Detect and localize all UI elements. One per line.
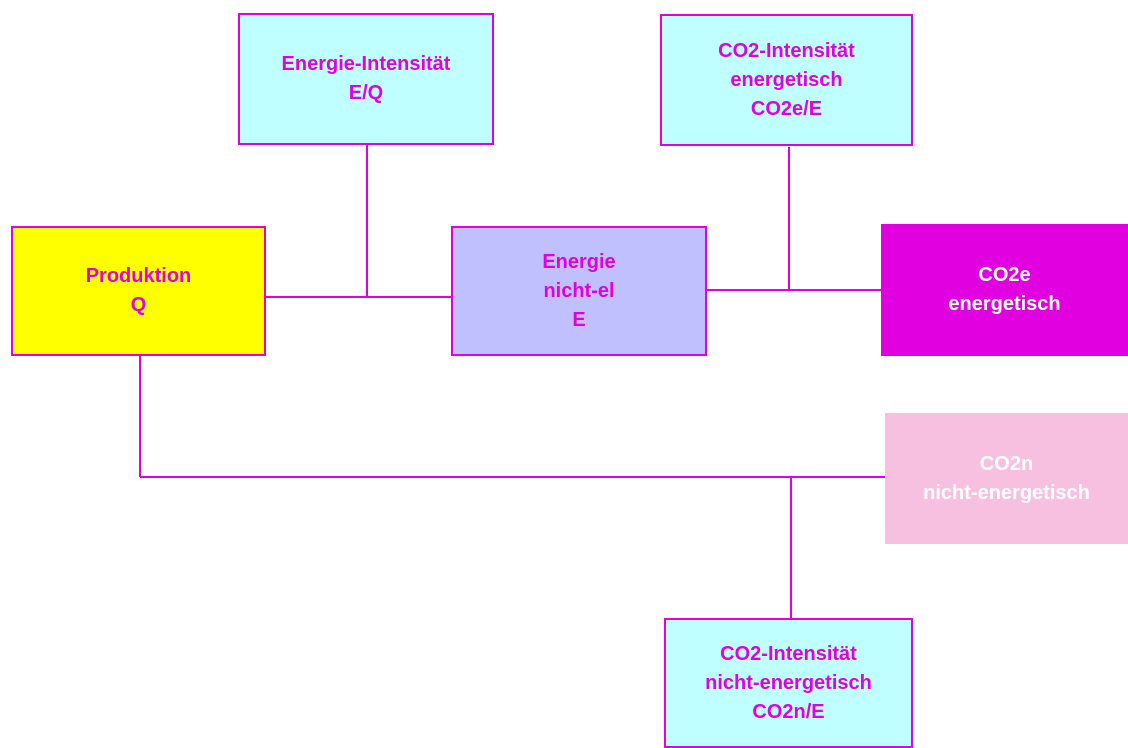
node-text: CO2e/E: [750, 97, 823, 120]
node-text: E/Q: [348, 82, 384, 104]
node-text: Produktion: [85, 265, 192, 287]
node-text: E: [572, 308, 586, 331]
node: Energie nicht-el E: [451, 226, 707, 356]
node-text: CO2-Intensität: [718, 39, 855, 62]
node-text: Energie: [542, 250, 616, 273]
node-text: Q: [130, 294, 147, 316]
node-text: Energie-Intensität: [281, 53, 451, 75]
node-text: energetisch: [948, 293, 1061, 315]
node-text: energetisch: [730, 68, 843, 91]
node-text: CO2n/E: [752, 700, 825, 723]
node-text: CO2e: [978, 264, 1031, 286]
node-text: CO2n: [979, 452, 1034, 475]
node-text: nicht-energetisch: [705, 671, 872, 694]
node: Produktion Q: [11, 226, 266, 356]
node: CO2n nicht-energetisch: [885, 413, 1128, 544]
node-text: CO2-Intensität: [720, 642, 857, 665]
node: CO2-Intensität nicht-energetisch CO2n/E: [664, 618, 913, 748]
node-text: nicht-energetisch: [923, 481, 1090, 504]
node: CO2e energetisch: [881, 224, 1128, 356]
node-text: nicht-el: [543, 279, 615, 302]
node: CO2-Intensität energetisch CO2e/E: [660, 14, 913, 146]
node: Energie-Intensität E/Q: [238, 13, 494, 145]
